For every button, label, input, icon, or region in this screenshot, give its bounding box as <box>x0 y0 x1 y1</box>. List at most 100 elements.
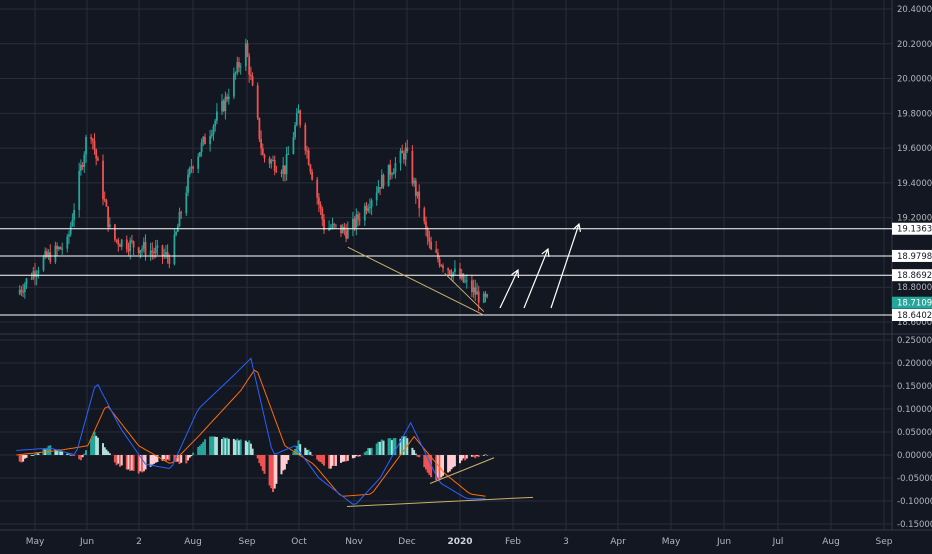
candle-body <box>341 226 344 234</box>
candle-body <box>132 241 135 248</box>
candle-body <box>226 96 228 100</box>
histogram-bar <box>345 455 348 462</box>
histogram-bar <box>486 455 489 456</box>
candle-body <box>248 56 251 75</box>
histogram-bar <box>117 455 120 464</box>
histogram-bar <box>69 454 72 456</box>
candle-body <box>363 205 366 221</box>
macd-trendline[interactable] <box>429 457 495 484</box>
histogram-bar <box>442 455 444 476</box>
level-badge[interactable] <box>892 222 932 235</box>
histogram-bar <box>192 452 195 455</box>
candle-body <box>204 136 206 145</box>
histogram-bar <box>204 439 206 455</box>
price-trendline[interactable] <box>347 246 485 316</box>
level-badge[interactable] <box>892 309 932 322</box>
candle-body <box>411 150 414 184</box>
candle-body <box>382 175 385 187</box>
level-badge[interactable] <box>892 249 932 262</box>
candle-body <box>357 214 359 220</box>
histogram-bar <box>238 440 240 455</box>
histogram-bar <box>113 455 116 463</box>
histogram-bar <box>215 436 218 455</box>
candles <box>18 38 489 312</box>
histogram-bar <box>37 453 40 455</box>
candle-body <box>57 247 60 250</box>
candle-body <box>200 142 203 153</box>
histogram-bar <box>283 455 286 470</box>
price-trendline[interactable] <box>444 272 485 312</box>
time-tick-label: 2 <box>136 537 142 547</box>
candle-body <box>234 72 237 74</box>
histogram-bar <box>425 455 427 470</box>
candle-body <box>187 174 189 193</box>
histogram-bar <box>470 455 473 457</box>
histogram-bar <box>413 450 416 455</box>
histogram-bar <box>263 455 266 474</box>
histogram-bar <box>346 455 349 461</box>
histogram-bar <box>321 455 324 464</box>
candle-body <box>321 208 324 220</box>
histogram-bar <box>163 455 166 460</box>
candle-body <box>30 278 33 280</box>
candle-body <box>137 247 140 254</box>
candle-body <box>472 287 475 293</box>
histogram-bar <box>394 437 397 455</box>
histogram-bar <box>426 455 429 473</box>
histogram-bar <box>414 453 417 455</box>
histogram-bar <box>139 455 142 472</box>
histogram-bar <box>299 444 302 455</box>
histogram-bar <box>317 455 320 462</box>
histogram-bar <box>295 445 298 455</box>
candle-body <box>108 224 111 228</box>
candle-body <box>389 164 392 175</box>
macd-tick-label: -0.05000 <box>897 474 932 484</box>
candle-body <box>239 66 242 68</box>
candle-body <box>125 239 128 250</box>
candle-body <box>459 268 461 279</box>
histogram-bar <box>447 455 450 473</box>
candle-body <box>460 273 463 279</box>
histogram-bar <box>49 445 52 455</box>
histogram-bar <box>392 438 395 455</box>
histogram-bar <box>323 455 325 466</box>
last-price-badge[interactable] <box>892 296 932 309</box>
level-badge[interactable] <box>892 269 932 282</box>
candle-body <box>399 150 402 164</box>
histogram-bar <box>141 455 144 473</box>
candle-body <box>22 291 24 293</box>
candle-body <box>49 252 52 262</box>
histogram-bar <box>261 455 264 471</box>
price-axis[interactable]: 20.40000 20.20000 20.00000 19.80000 19.60000… <box>897 5 932 328</box>
time-axis[interactable]: May Jun 2 Aug Sep Oct Nov Dec 2020 Feb 3 Apr May Jun J… <box>26 537 893 547</box>
candle-body <box>115 239 118 241</box>
projection-arrow[interactable] <box>523 248 549 309</box>
histogram-bar <box>331 455 334 466</box>
candle-body <box>90 137 92 139</box>
macd-axis[interactable]: 0.25000 0.20000 0.15000 0.10000 0.05000 0.000… <box>897 336 932 530</box>
histogram-bar <box>411 447 414 455</box>
histogram-bar <box>399 438 402 455</box>
candle-body <box>114 224 116 240</box>
candle-body <box>309 164 312 172</box>
projection-arrow[interactable] <box>499 269 519 309</box>
candle-body <box>127 249 130 252</box>
histogram-bar <box>137 455 140 474</box>
histogram-bar <box>311 455 314 456</box>
candle-body <box>221 100 223 112</box>
projection-arrow[interactable] <box>550 223 580 309</box>
histogram-bar <box>202 441 205 455</box>
histogram-bar <box>306 449 308 455</box>
candle-body <box>482 293 485 303</box>
histogram-bar <box>66 453 69 455</box>
arrow-head <box>511 268 520 279</box>
candle-body <box>93 140 96 150</box>
histogram-bar <box>47 445 50 455</box>
histogram-bar <box>256 455 259 459</box>
candle-body <box>120 239 123 247</box>
candle-body <box>401 150 404 154</box>
macd-trendline[interactable] <box>346 496 534 508</box>
candle-body <box>426 229 429 239</box>
candle-body <box>391 174 393 176</box>
